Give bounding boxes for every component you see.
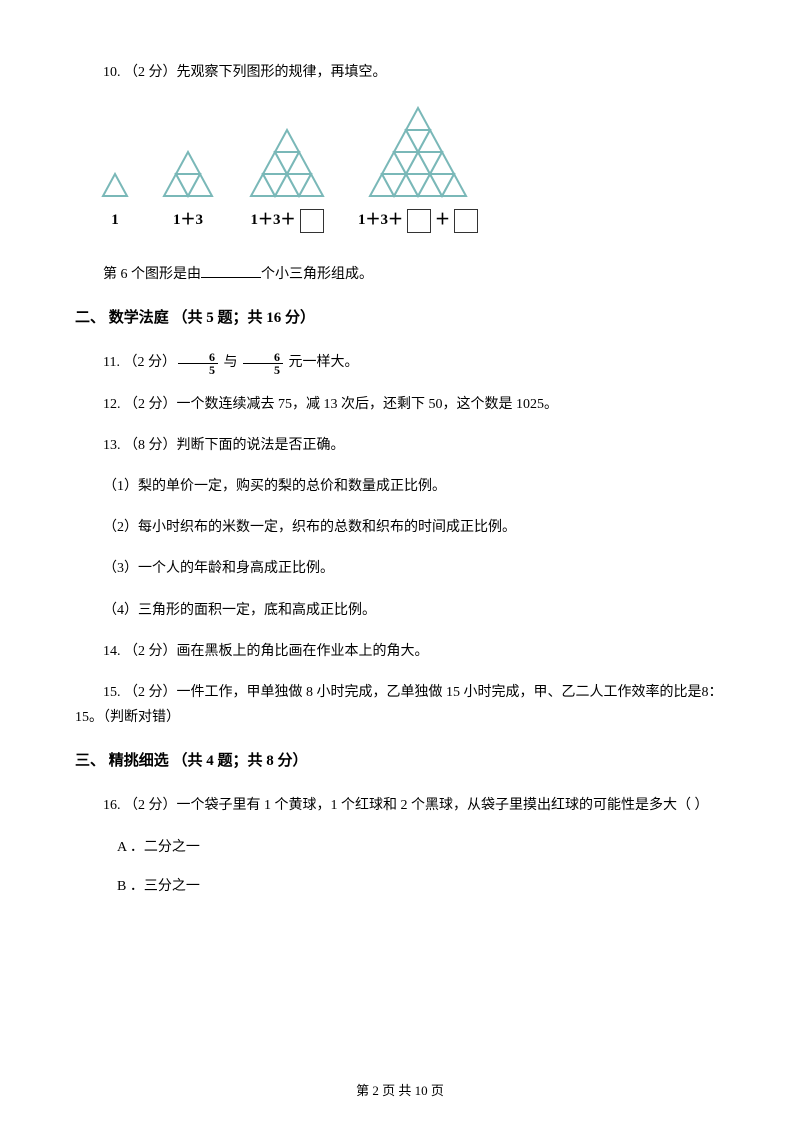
q11-mid: 与 (220, 355, 241, 370)
figure-4-label: 1＋3＋ ＋ (358, 207, 478, 234)
frac-num-1: 6 (178, 351, 218, 364)
blank-box-1 (300, 209, 324, 233)
question-14: 14. （2 分）画在黑板上的角比画在作业本上的角大。 (75, 639, 725, 664)
figure-1-label: 1 (111, 207, 119, 234)
blank-box-2 (407, 209, 431, 233)
plus-sign: ＋ (435, 207, 450, 234)
question-13-sub4: （4）三角形的面积一定，底和高成正比例。 (75, 598, 725, 623)
figure-1: 1 (100, 171, 130, 234)
question-13: 13. （8 分）判断下面的说法是否正确。 (75, 433, 725, 458)
frac-num-2: 6 (243, 351, 283, 364)
q10-followup-b: 个小三角形组成。 (261, 267, 373, 282)
section-3-header: 三、 精挑细选 （共 4 题；共 8 分） (75, 748, 725, 775)
question-13-sub3: （3）一个人的年龄和身高成正比例。 (75, 556, 725, 581)
blank-line (201, 264, 261, 278)
triangle-1-icon (100, 171, 130, 199)
figure-4-label-prefix: 1＋3＋ (358, 207, 403, 234)
option-a: A ．二分之一 (75, 835, 725, 860)
option-b: B ．三分之一 (75, 874, 725, 899)
figure-4: 1＋3＋ ＋ (358, 105, 478, 234)
q11-suffix: 元一样大。 (285, 355, 359, 370)
figure-2: 1＋3 (160, 149, 216, 234)
figure-3: 1＋3＋ (246, 127, 328, 234)
figure-2-label: 1＋3 (173, 207, 203, 234)
question-11: 11. （2 分）65 与 65 元一样大。 (75, 350, 725, 375)
question-13-sub2: （2）每小时织布的米数一定，织布的总数和织布的时间成正比例。 (75, 515, 725, 540)
question-10-followup: 第 6 个图形是由 个小三角形组成。 (75, 262, 725, 287)
question-15: 15. （2 分）一件工作，甲单独做 8 小时完成，乙单独做 15 小时完成，甲… (75, 680, 725, 730)
triangle-3-icon (246, 127, 328, 199)
question-10: 10. （2 分）先观察下列图形的规律，再填空。 (75, 60, 725, 85)
question-12: 12. （2 分）一个数连续减去 75，减 13 次后，还剩下 50，这个数是 … (75, 392, 725, 417)
blank-box-3 (454, 209, 478, 233)
fraction-1: 65 (178, 351, 218, 376)
frac-den-2: 5 (243, 364, 283, 376)
question-13-sub1: （1）梨的单价一定，购买的梨的总价和数量成正比例。 (75, 474, 725, 499)
triangle-pattern-figure: 1 1＋3 1＋3＋ (100, 105, 725, 234)
figure-3-label-prefix: 1＋3＋ (250, 207, 295, 234)
question-16: 16. （2 分）一个袋子里有 1 个黄球，1 个红球和 2 个黑球，从袋子里摸… (75, 793, 725, 818)
q11-prefix: 11. （2 分） (103, 355, 176, 370)
section-2-header: 二、 数学法庭 （共 5 题；共 16 分） (75, 305, 725, 332)
triangle-2-icon (160, 149, 216, 199)
figure-3-label: 1＋3＋ (250, 207, 323, 234)
page-footer: 第 2 页 共 10 页 (0, 1079, 800, 1102)
triangle-4-icon (364, 105, 472, 199)
fraction-2: 65 (243, 351, 283, 376)
frac-den-1: 5 (178, 364, 218, 376)
q10-followup-a: 第 6 个图形是由 (103, 267, 201, 282)
